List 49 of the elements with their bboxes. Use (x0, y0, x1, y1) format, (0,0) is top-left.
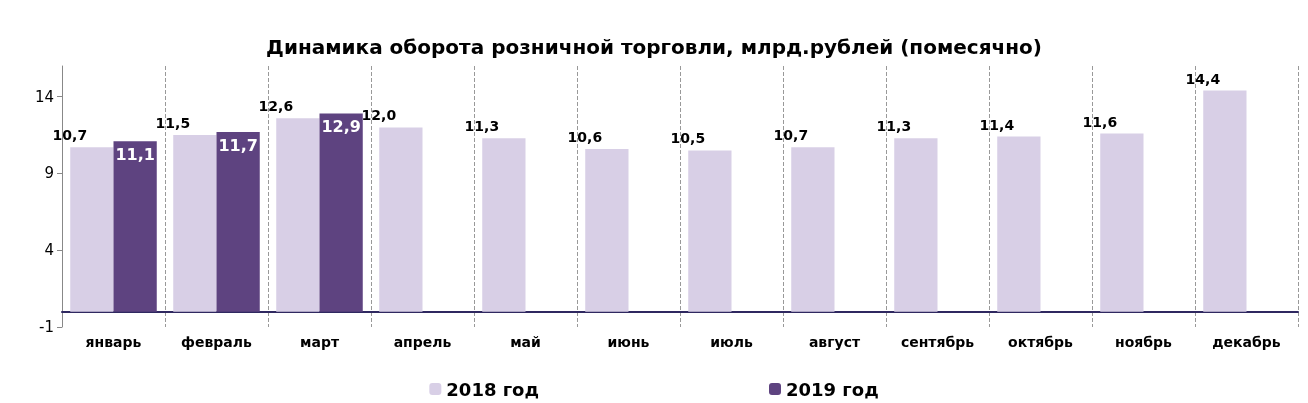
y-tick-label: -1 (39, 318, 54, 336)
data-label: 10,6 (567, 128, 603, 145)
bar (319, 113, 363, 312)
x-tick-label: октябрь (1008, 334, 1074, 350)
x-tick-label: сентябрь (900, 334, 975, 350)
x-tick-label: март (299, 334, 340, 350)
bar (70, 147, 114, 312)
y-tick-label: 14 (34, 87, 54, 106)
x-tick-label: апрель (393, 334, 452, 350)
bar (276, 118, 320, 312)
data-label: 11,6 (1082, 113, 1118, 130)
data-label: 10,5 (670, 130, 706, 147)
bar (1203, 90, 1247, 312)
x-tick-label: июнь (607, 334, 650, 350)
x-tick-label: декабрь (1212, 334, 1281, 350)
bar (482, 138, 526, 312)
data-label: 12,6 (258, 98, 294, 115)
x-tick-label: ноябрь (1115, 334, 1173, 350)
chart-title: Динамика оборота розничной торговли, млрд.рублей (помесячно) (266, 35, 1042, 59)
data-label: 11,3 (876, 118, 912, 135)
data-label: 14,4 (1185, 70, 1221, 87)
legend-label: 2019 год (786, 378, 879, 400)
bar (113, 141, 157, 312)
data-label: 11,4 (979, 116, 1015, 133)
bar (1100, 133, 1144, 312)
data-label: 12,9 (321, 117, 361, 137)
bar (894, 138, 938, 312)
data-label: 10,7 (773, 127, 809, 144)
y-tick-label: 9 (44, 164, 54, 183)
bar (585, 148, 629, 312)
bar (791, 147, 835, 312)
data-label: 11,7 (218, 135, 258, 155)
data-label: 11,3 (464, 118, 500, 135)
x-tick-label: июль (710, 334, 753, 350)
x-tick-label: май (510, 334, 541, 350)
bar (997, 136, 1041, 312)
x-tick-label: август (808, 334, 861, 350)
data-label: 11,1 (115, 144, 155, 164)
data-label: 11,5 (155, 115, 191, 132)
legend-label: 2018 год (446, 378, 539, 400)
bar (173, 135, 217, 312)
bar (379, 127, 423, 312)
x-tick-label: январь (85, 334, 142, 350)
x-tick-label: февраль (181, 334, 253, 350)
bar (688, 150, 732, 312)
data-label: 12,0 (361, 107, 397, 124)
bar (216, 132, 260, 312)
y-tick-label: 4 (44, 241, 54, 260)
data-label: 10,7 (52, 127, 88, 144)
